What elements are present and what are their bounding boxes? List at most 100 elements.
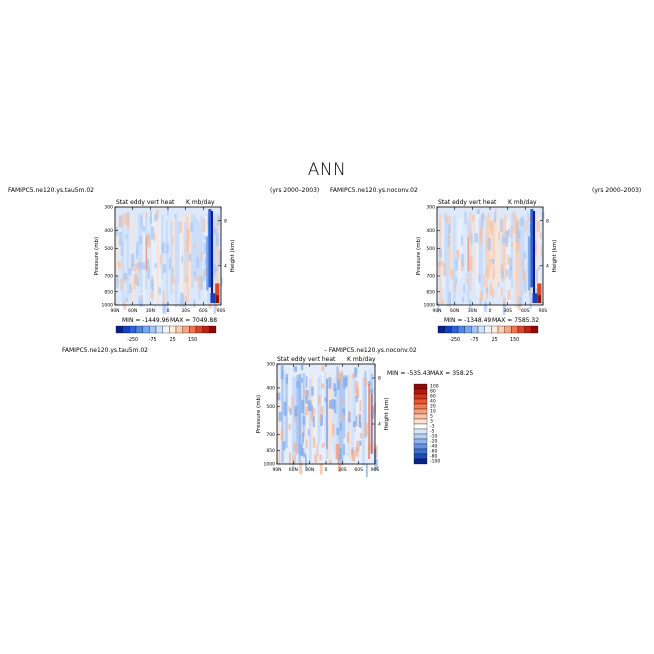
x-tick-label: 90N <box>272 467 281 473</box>
panel3-min-label: MIN = -535.43 <box>387 370 431 377</box>
x-tick-label: 0 <box>489 308 492 314</box>
x-tick-label: 90N <box>432 308 441 314</box>
colorbar-label: -75 <box>149 337 157 343</box>
colorbar-swatch <box>413 408 428 415</box>
x-tick-label: 30N <box>468 308 477 314</box>
y-tick-label: 400 <box>426 228 435 234</box>
colorbar-swatch <box>115 325 123 334</box>
colorbar-swatch <box>413 453 428 460</box>
x-tick-label: 60N <box>450 308 459 314</box>
colorbar-swatch <box>511 325 519 334</box>
panel2-case-label: FAMIPC5.ne120.ys.noconv.02 <box>330 187 418 194</box>
panel3-max-label: MAX = 358.25 <box>430 370 474 377</box>
colorbar-swatch <box>209 325 217 334</box>
x-tick-label: 90S <box>217 308 226 314</box>
y-axis-title: Pressure (mb) <box>416 237 422 275</box>
colorbar-swatch <box>162 325 170 334</box>
y-tick-label: 500 <box>266 404 275 410</box>
colorbar-label: 10 <box>430 409 436 415</box>
panel2-colorbar: -250 -75 25 150 <box>437 325 539 343</box>
colorbar-swatch <box>413 428 428 435</box>
colorbar-swatch <box>457 325 465 334</box>
x-tick-label: 60S <box>521 308 530 314</box>
colorbar-label: 5 <box>430 414 433 420</box>
y-right-tick-label: 4 <box>224 263 227 269</box>
x-tick-label: 90S <box>371 467 380 473</box>
colorbar-swatch <box>477 325 485 334</box>
colorbar-label: -75 <box>471 337 479 343</box>
colorbar-swatch <box>413 413 428 420</box>
y-tick-label: 700 <box>266 432 275 438</box>
y-tick-label: 300 <box>426 205 435 211</box>
panel3-variable-label: Stat eddy vert heat <box>277 356 336 363</box>
colorbar-label: -100 <box>430 459 440 465</box>
x-tick-label: 60S <box>199 308 208 314</box>
colorbar-label: 60 <box>430 394 436 400</box>
y-tick-label: 850 <box>104 289 113 295</box>
colorbar-label: -40 <box>430 444 437 450</box>
y-tick-label: 850 <box>266 448 275 454</box>
colorbar-label: 150 <box>188 337 197 343</box>
colorbar-swatch <box>413 458 428 465</box>
colorbar-swatch <box>497 325 505 334</box>
colorbar-swatch <box>122 325 130 334</box>
colorbar-swatch <box>413 393 428 400</box>
heatmap-field <box>115 207 223 314</box>
colorbar-swatch <box>182 325 190 334</box>
panel1-years-label: (yrs 2000–2003) <box>270 187 320 194</box>
colorbar-swatch <box>413 418 428 425</box>
colorbar-label: 25 <box>170 337 176 343</box>
colorbar-swatch <box>189 325 197 334</box>
y-tick-label: 500 <box>104 246 113 252</box>
y-right-tick-label: 4 <box>546 263 549 269</box>
y-tick-label: 700 <box>426 274 435 280</box>
colorbar-swatch <box>155 325 163 334</box>
colorbar-swatch <box>413 448 428 455</box>
figure-title: ANN <box>307 160 347 180</box>
panel2-variable-label: Stat eddy vert heat <box>438 199 497 206</box>
panel2-max-label: MAX = 7585.32 <box>492 317 540 324</box>
panel3-heatmap: 90N 60N 30N 0 30S 60S 90S 300 400 500 700 850 1000 8 4… <box>256 362 390 478</box>
y-tick-label: 700 <box>104 274 113 280</box>
y-tick-label: 850 <box>426 289 435 295</box>
x-tick-label: 30S <box>338 467 347 473</box>
x-tick-label: 0 <box>167 308 170 314</box>
colorbar-swatch <box>413 398 428 405</box>
colorbar-swatch <box>169 325 177 334</box>
colorbar-swatch <box>149 325 157 334</box>
colorbar-swatch <box>195 325 203 334</box>
panel1-units-label: K mb/day <box>186 199 215 206</box>
colorbar-label: -5 <box>430 429 435 435</box>
colorbar-swatch <box>437 325 445 334</box>
colorbar-swatch <box>202 325 210 334</box>
x-tick-label: 30N <box>305 467 314 473</box>
y-right-tick-label: 8 <box>224 218 227 224</box>
y-right-tick-label: 8 <box>378 376 381 382</box>
colorbar-swatch <box>524 325 532 334</box>
y-tick-label: 300 <box>104 205 113 211</box>
y-axis-title: Pressure (mb) <box>94 237 100 275</box>
colorbar-swatch <box>413 383 428 390</box>
heatmap-field <box>277 364 378 478</box>
colorbar-swatch <box>451 325 459 334</box>
colorbar-label: 3 <box>430 419 433 425</box>
colorbar-swatch <box>413 438 428 445</box>
x-tick-label: 90N <box>110 308 119 314</box>
y-tick-label: 400 <box>104 228 113 234</box>
x-tick-label: 60N <box>289 467 298 473</box>
colorbar-swatch <box>413 388 428 395</box>
y-right-axis-title: Height (km) <box>230 240 236 273</box>
panel3-case-label: FAMIPC5.ne120.ys.tau5m.02 <box>62 347 148 354</box>
y-tick-label: 1000 <box>424 303 436 309</box>
panel1-heatmap: 90N 60N 30N 0 30S 60S 90S 300 400 500 700 850 1000 8 4… <box>94 205 236 314</box>
colorbar-swatch <box>142 325 150 334</box>
colorbar-swatch <box>413 443 428 450</box>
colorbar-label: -250 <box>127 337 138 343</box>
colorbar-swatch <box>491 325 499 334</box>
panel2-heatmap: 90N 60N 30N 0 30S 60S 90S 300 400 500 700 850 1000 8 4… <box>416 205 558 316</box>
colorbar-swatch <box>531 325 539 334</box>
colorbar-swatch <box>129 325 137 334</box>
colorbar-swatch <box>413 403 428 410</box>
colorbar-swatch <box>413 423 428 430</box>
x-tick-label: 90S <box>539 308 548 314</box>
